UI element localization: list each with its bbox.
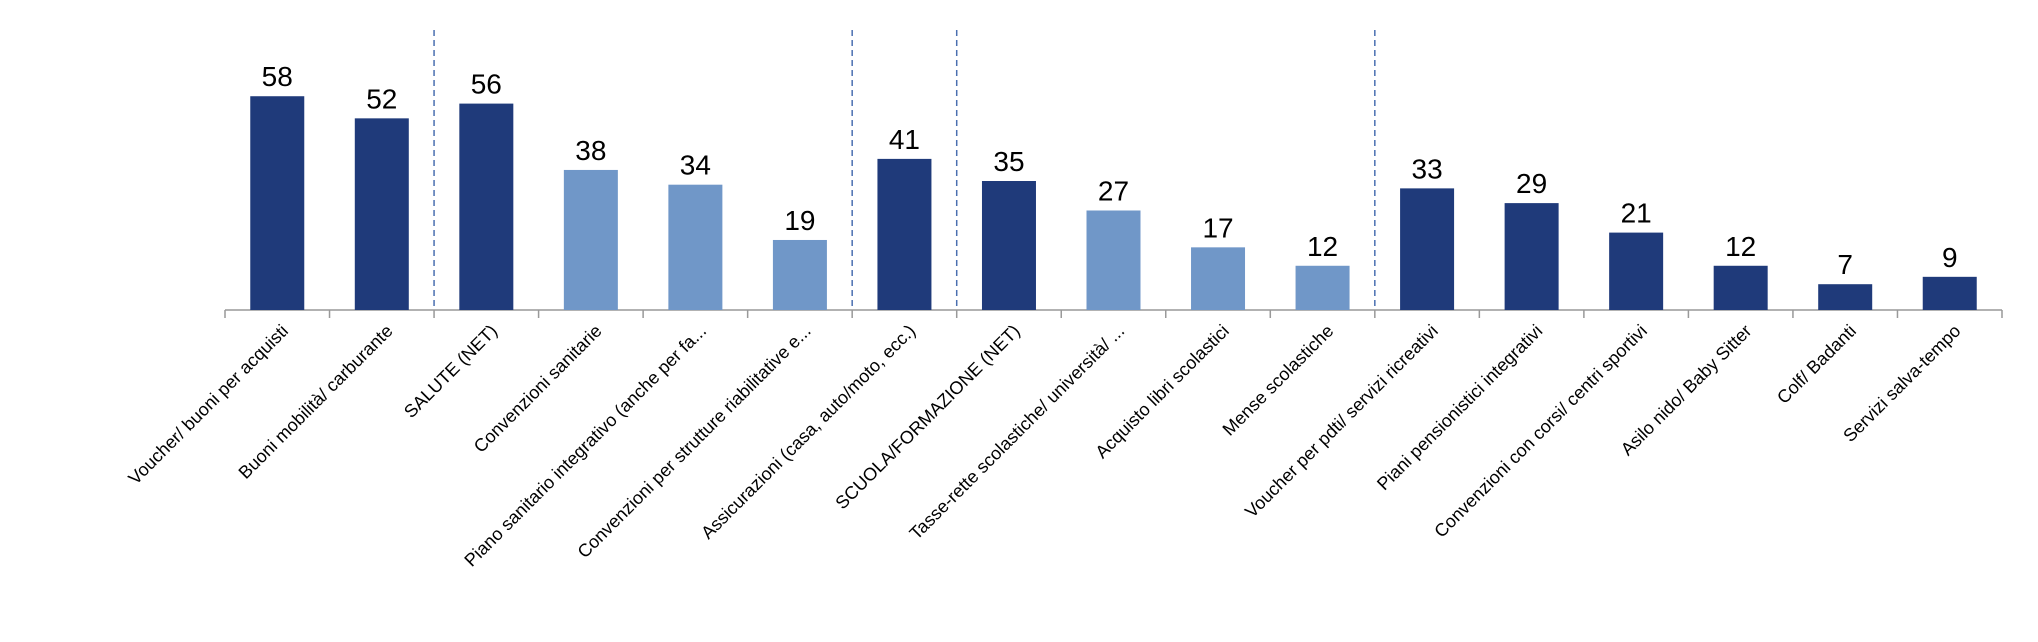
- bar: [1504, 203, 1559, 310]
- bar: [459, 103, 514, 310]
- x-tick-label: Tasse-rette scolastiche/ università/ ...: [906, 321, 1129, 544]
- x-tick-label: SCUOLA/FORMAZIONE (NET): [831, 321, 1023, 513]
- bar: [1086, 210, 1141, 310]
- value-label: 17: [1202, 212, 1233, 243]
- bar: [668, 184, 723, 310]
- bar: [563, 169, 618, 310]
- value-label: 41: [889, 124, 920, 155]
- bar: [250, 96, 305, 310]
- x-tick-label: Convenzioni con corsi/ centri sportivi: [1430, 321, 1651, 542]
- value-label: 9: [1942, 242, 1958, 273]
- bar: [1400, 188, 1455, 310]
- bar: [1295, 265, 1350, 310]
- x-tick-label: Assicurazioni (casa, auto/moto, ecc.): [697, 321, 919, 543]
- value-label: 33: [1412, 153, 1443, 184]
- bar: [981, 181, 1036, 310]
- bar: [1191, 247, 1246, 310]
- value-label: 19: [784, 205, 815, 236]
- value-label: 56: [471, 69, 502, 100]
- value-label: 38: [575, 135, 606, 166]
- value-label: 21: [1621, 198, 1652, 229]
- bar: [1609, 232, 1664, 310]
- x-tick-label: Mense scolastiche: [1219, 321, 1338, 440]
- bar: [354, 118, 409, 310]
- bar: [1922, 276, 1977, 310]
- value-label: 7: [1837, 249, 1853, 280]
- value-label: 52: [366, 83, 397, 114]
- x-tick-label: SALUTE (NET): [400, 321, 501, 422]
- value-label: 34: [680, 150, 711, 181]
- value-label: 12: [1725, 231, 1756, 262]
- x-tick-label: Voucher per pdti/ servizi ricreativi: [1241, 321, 1442, 522]
- value-label: 29: [1516, 168, 1547, 199]
- value-label: 12: [1307, 231, 1338, 262]
- bar: [1713, 265, 1768, 310]
- x-tick-label: Convenzioni per strutture riabilitative …: [574, 321, 815, 562]
- x-tick-label: Servizi salva-tempo: [1839, 321, 1964, 446]
- value-label: 35: [993, 146, 1024, 177]
- bar: [1818, 284, 1873, 310]
- x-tick-label: Colf/ Badanti: [1773, 321, 1860, 408]
- x-tick-label: Piani pensionistici integrativi: [1373, 321, 1546, 494]
- bar: [772, 239, 827, 310]
- bar: [877, 158, 932, 310]
- x-tick-label: Piano sanitario integrativo (anche per f…: [460, 321, 710, 571]
- value-label: 27: [1098, 175, 1129, 206]
- value-label: 58: [262, 61, 293, 92]
